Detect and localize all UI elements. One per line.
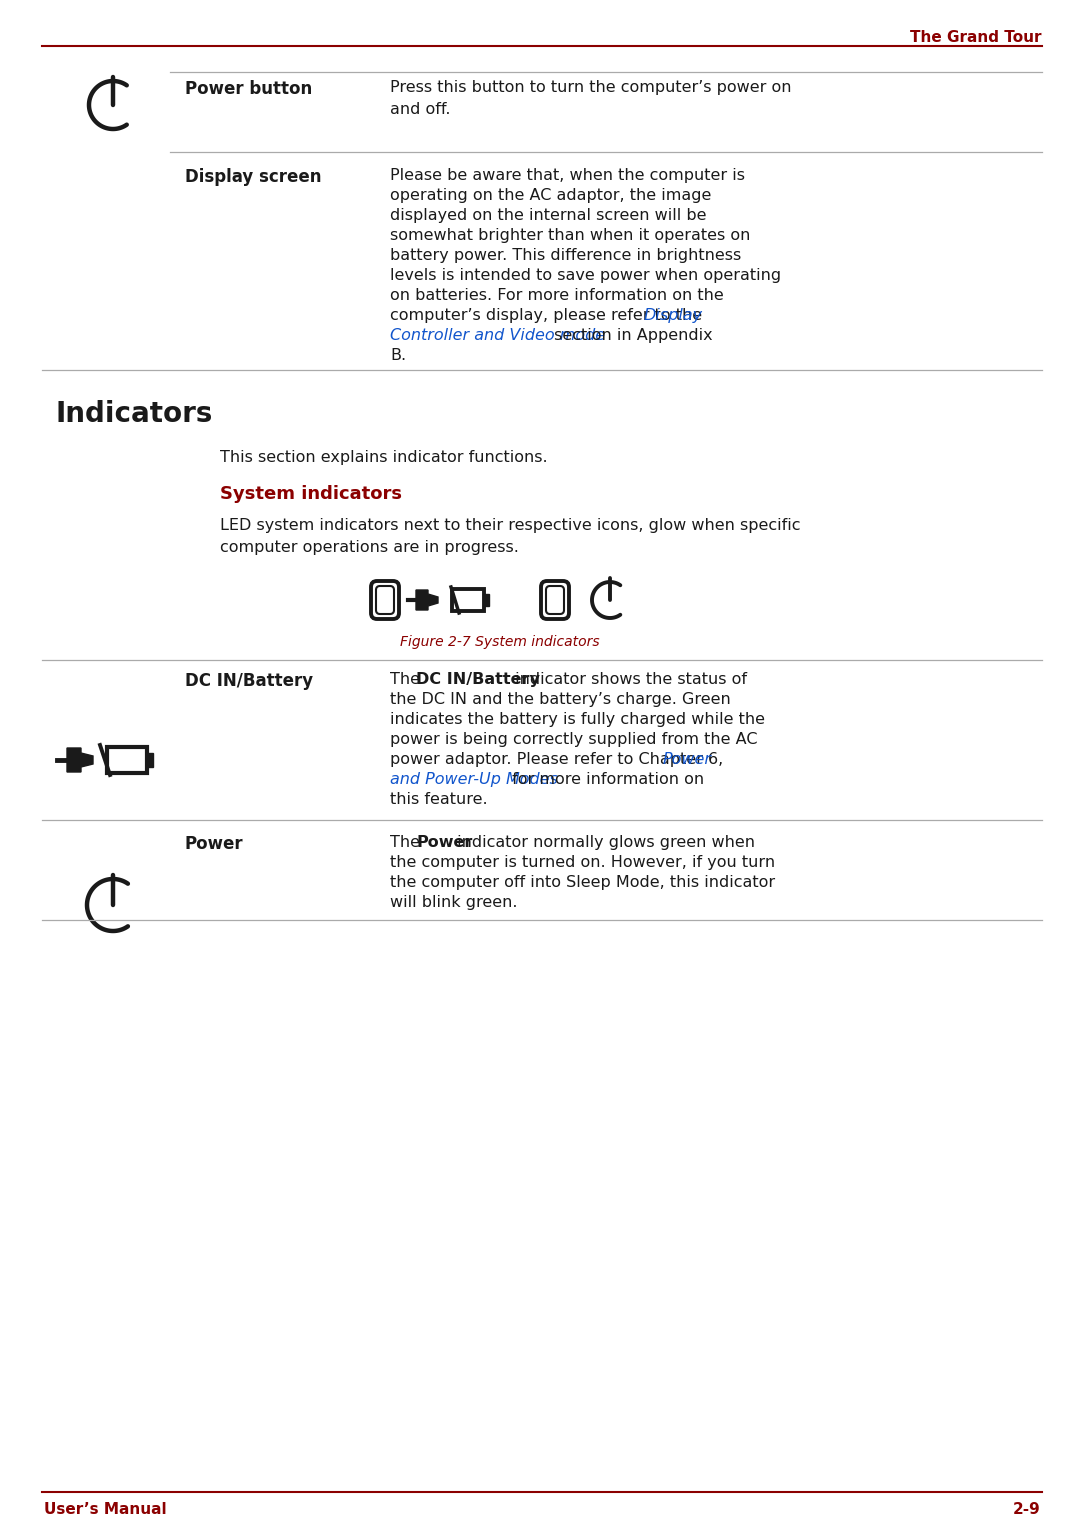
Text: Display screen: Display screen [185,168,322,187]
Text: 2-9: 2-9 [1012,1502,1040,1518]
Text: for more information on: for more information on [507,773,704,786]
Text: displayed on the internal screen will be: displayed on the internal screen will be [390,208,706,223]
Text: This section explains indicator functions.: This section explains indicator function… [220,450,548,465]
Bar [484,594,489,606]
Text: System indicators: System indicators [220,485,402,503]
Text: the DC IN and the battery’s charge. Green: the DC IN and the battery’s charge. Gree… [390,692,731,707]
Text: computer’s display, please refer to the: computer’s display, please refer to the [390,308,707,323]
Text: on batteries. For more information on the: on batteries. For more information on th… [390,288,724,303]
Text: the computer off into Sleep Mode, this indicator: the computer off into Sleep Mode, this i… [390,875,775,890]
Text: indicates the battery is fully charged while the: indicates the battery is fully charged w… [390,711,765,727]
Text: indicator shows the status of: indicator shows the status of [510,672,746,687]
Text: Display: Display [644,308,703,323]
Text: DC IN/Battery: DC IN/Battery [416,672,540,687]
Text: Power: Power [185,835,244,854]
Bar [107,747,147,773]
Text: Power button: Power button [185,80,312,98]
Text: this feature.: this feature. [390,793,488,806]
Text: LED system indicators next to their respective icons, glow when specific
compute: LED system indicators next to their resp… [220,519,800,554]
Text: section in Appendix: section in Appendix [549,327,713,343]
Text: operating on the AC adaptor, the image: operating on the AC adaptor, the image [390,188,712,203]
Text: battery power. This difference in brightness: battery power. This difference in bright… [390,248,741,263]
Text: the computer is turned on. However, if you turn: the computer is turned on. However, if y… [390,855,775,871]
Text: Figure 2-7 System indicators: Figure 2-7 System indicators [401,635,599,649]
Text: will blink green.: will blink green. [390,895,517,910]
Polygon shape [416,591,438,610]
Polygon shape [67,748,93,773]
Text: DC IN/Battery: DC IN/Battery [185,672,313,690]
Text: and Power-Up Modes: and Power-Up Modes [390,773,558,786]
Text: The: The [390,672,426,687]
Text: B.: B. [390,347,406,363]
Text: Power: Power [663,753,712,767]
Text: Press this button to turn the computer’s power on
and off.: Press this button to turn the computer’s… [390,80,792,116]
Text: Power: Power [416,835,472,851]
Bar [147,753,153,767]
Text: Indicators: Indicators [55,399,213,428]
Text: somewhat brighter than when it operates on: somewhat brighter than when it operates … [390,228,751,243]
Text: power adaptor. Please refer to Chapter 6,: power adaptor. Please refer to Chapter 6… [390,753,728,767]
Text: levels is intended to save power when operating: levels is intended to save power when op… [390,268,781,283]
Bar [453,589,484,610]
Text: Please be aware that, when the computer is: Please be aware that, when the computer … [390,168,745,184]
Text: indicator normally glows green when: indicator normally glows green when [453,835,755,851]
Text: Controller and Video mode: Controller and Video mode [390,327,605,343]
Text: power is being correctly supplied from the AC: power is being correctly supplied from t… [390,731,757,747]
Text: The: The [390,835,426,851]
Text: User’s Manual: User’s Manual [44,1502,166,1518]
Text: The Grand Tour: The Grand Tour [910,31,1042,44]
